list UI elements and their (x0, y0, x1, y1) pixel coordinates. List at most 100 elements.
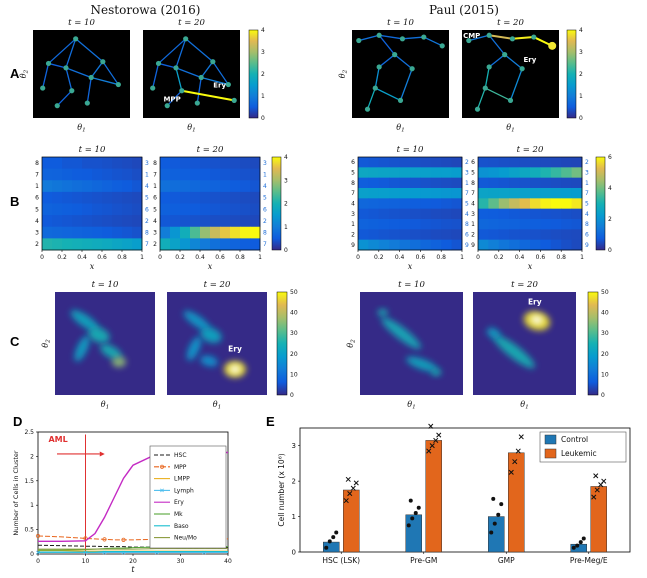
y-tick: 2.5 (24, 429, 34, 436)
row-tick-right: 4 (585, 211, 589, 218)
row-tick-left: 7 (35, 171, 39, 178)
row-tick-left: 1 (35, 183, 39, 190)
row-tick-left: 6 (471, 159, 475, 166)
bar-chart-panel: 0 1 2 3 Cell number (x 10⁶) HSC (LSK) Pre-GM GM… (277, 423, 631, 565)
x-axis-label: x (408, 262, 413, 271)
row-tick-right: 5 (585, 201, 589, 208)
aml-annotation: AML (48, 435, 67, 444)
dataset-title-paul: Paul (2015) (429, 3, 499, 17)
x-axis-label: x (208, 262, 213, 271)
colorbar-tick: 4 (261, 27, 265, 34)
bar-leukemic-2 (508, 452, 525, 553)
colorbar-0: 0 1 2 3 4 (248, 27, 265, 122)
row-tick-right: 3 (465, 170, 469, 177)
row-tick-left: 4 (471, 201, 475, 208)
heatmap-panel-0: t = 108 37 11 46 55 64 23 82 70 0.2 0.4 0.6 0.8 1x (35, 145, 149, 271)
x-axis-label: x (528, 262, 533, 271)
x-tick: 0.2 (494, 254, 504, 261)
panel-label-e: E (266, 414, 275, 429)
panel-title: t = 10 (79, 145, 106, 155)
row-tick-left: 5 (471, 170, 475, 177)
bar-chart-legend: Control Leukemic (539, 431, 627, 463)
row-tick-right: 9 (465, 242, 469, 249)
row-tick-left: 3 (471, 211, 475, 218)
category-label-1: Pre-GM (410, 556, 437, 565)
dataset-title-nestorowa: Nestorowa (2016) (90, 3, 201, 17)
density-panel-3: t = 20 Ery θ1 (473, 280, 576, 411)
colorbar-tick: 2 (284, 201, 288, 208)
colorbar-tick: 50 (290, 289, 298, 296)
category-label-0: HSC (LSK) (322, 556, 360, 565)
colorbar-tick: 1 (261, 93, 265, 100)
colorbar-tick: 2 (261, 71, 265, 78)
colorbar-tick: 3 (579, 49, 583, 56)
legend-label-mk: Mk (174, 511, 183, 518)
x-axis-label: θ1 (396, 123, 405, 134)
legend-label-leukemic: Leukemic (561, 449, 597, 458)
x-tick: 0.6 (215, 254, 225, 261)
network-panel-3: t = 20 CMP Ery θ1 (462, 18, 559, 134)
heatmap-panel-2: t = 106 25 38 17 74 53 41 82 69 90 0.2 0.4 0.6 0.8 1x (351, 145, 469, 271)
colorbar-tick: 0 (290, 392, 294, 399)
legend-label-hsc: HSC (174, 452, 187, 459)
row-tick-left: 5 (153, 206, 157, 213)
panel-label-c: C (10, 334, 20, 349)
colorbar-tick: 20 (290, 351, 298, 358)
row-tick-left: 2 (351, 232, 355, 239)
x-tick: 0.8 (235, 254, 245, 261)
x-tick: 0 (158, 254, 162, 261)
row-tick-right: 8 (263, 230, 267, 237)
row-tick-left: 3 (351, 211, 355, 218)
colorbar-tick: 1 (284, 224, 288, 231)
y-tick: 2 (292, 478, 296, 486)
row-tick-left: 8 (471, 180, 475, 187)
bar-leukemic-1 (425, 440, 442, 553)
row-tick-right: 6 (465, 232, 469, 239)
row-tick-left: 3 (153, 230, 157, 237)
cluster-label-ery: Ery (213, 81, 226, 89)
row-tick-right: 3 (145, 160, 149, 167)
x-tick: 0.4 (395, 254, 405, 261)
panel-label-d: D (13, 414, 23, 429)
legend-label-lymph: Lymph (174, 487, 194, 494)
colorbar-2: 0 1 2 3 4 (271, 154, 288, 254)
colorbar-3: 0 2 4 6 (595, 154, 612, 254)
row-tick-left: 6 (35, 195, 39, 202)
row-tick-right: 6 (263, 206, 267, 213)
row-tick-left: 6 (153, 195, 157, 202)
x-tick: 0.6 (536, 254, 546, 261)
panel-title: t = 10 (397, 145, 424, 155)
row-tick-right: 3 (585, 170, 589, 177)
row-tick-left: 7 (471, 190, 475, 197)
y-axis-label: Cell number (x 10⁶) (277, 453, 286, 526)
cluster-label-cmp: CMP (463, 32, 480, 40)
colorbar-tick: 3 (261, 49, 265, 56)
legend-label-neu-mo: Neu/Mo (174, 535, 197, 542)
heatmap-panel-3: t = 206 25 38 17 74 53 41 82 69 90 0.2 0.4 0.6 0.8 1x (471, 145, 589, 271)
x-tick: 1 (140, 254, 144, 261)
x-tick: 30 (177, 558, 185, 565)
row-tick-right: 7 (263, 241, 267, 248)
colorbar-tick: 6 (608, 154, 612, 161)
colorbar-tick: 10 (290, 371, 298, 378)
colorbar-tick: 0 (284, 247, 288, 254)
row-tick-left: 3 (35, 230, 39, 237)
x-tick: 10 (82, 558, 90, 565)
x-tick: 0 (356, 254, 360, 261)
category-label-3: Pre-Meg/E (570, 556, 608, 565)
row-tick-right: 2 (263, 218, 267, 225)
legend-label-control: Control (561, 435, 588, 444)
x-tick: 1 (580, 254, 584, 261)
network-panel-2: t = 10 θ1 θ2 (338, 18, 449, 134)
row-tick-left: 9 (351, 242, 355, 249)
row-tick-left: 8 (153, 160, 157, 167)
row-tick-right: 7 (585, 190, 589, 197)
row-tick-right: 5 (263, 195, 267, 202)
row-tick-right: 2 (465, 159, 469, 166)
row-tick-right: 1 (585, 180, 589, 187)
legend-label-mpp: MPP (174, 464, 187, 471)
colorbar-tick: 0 (261, 115, 265, 122)
y-tick: 0.5 (24, 527, 34, 534)
